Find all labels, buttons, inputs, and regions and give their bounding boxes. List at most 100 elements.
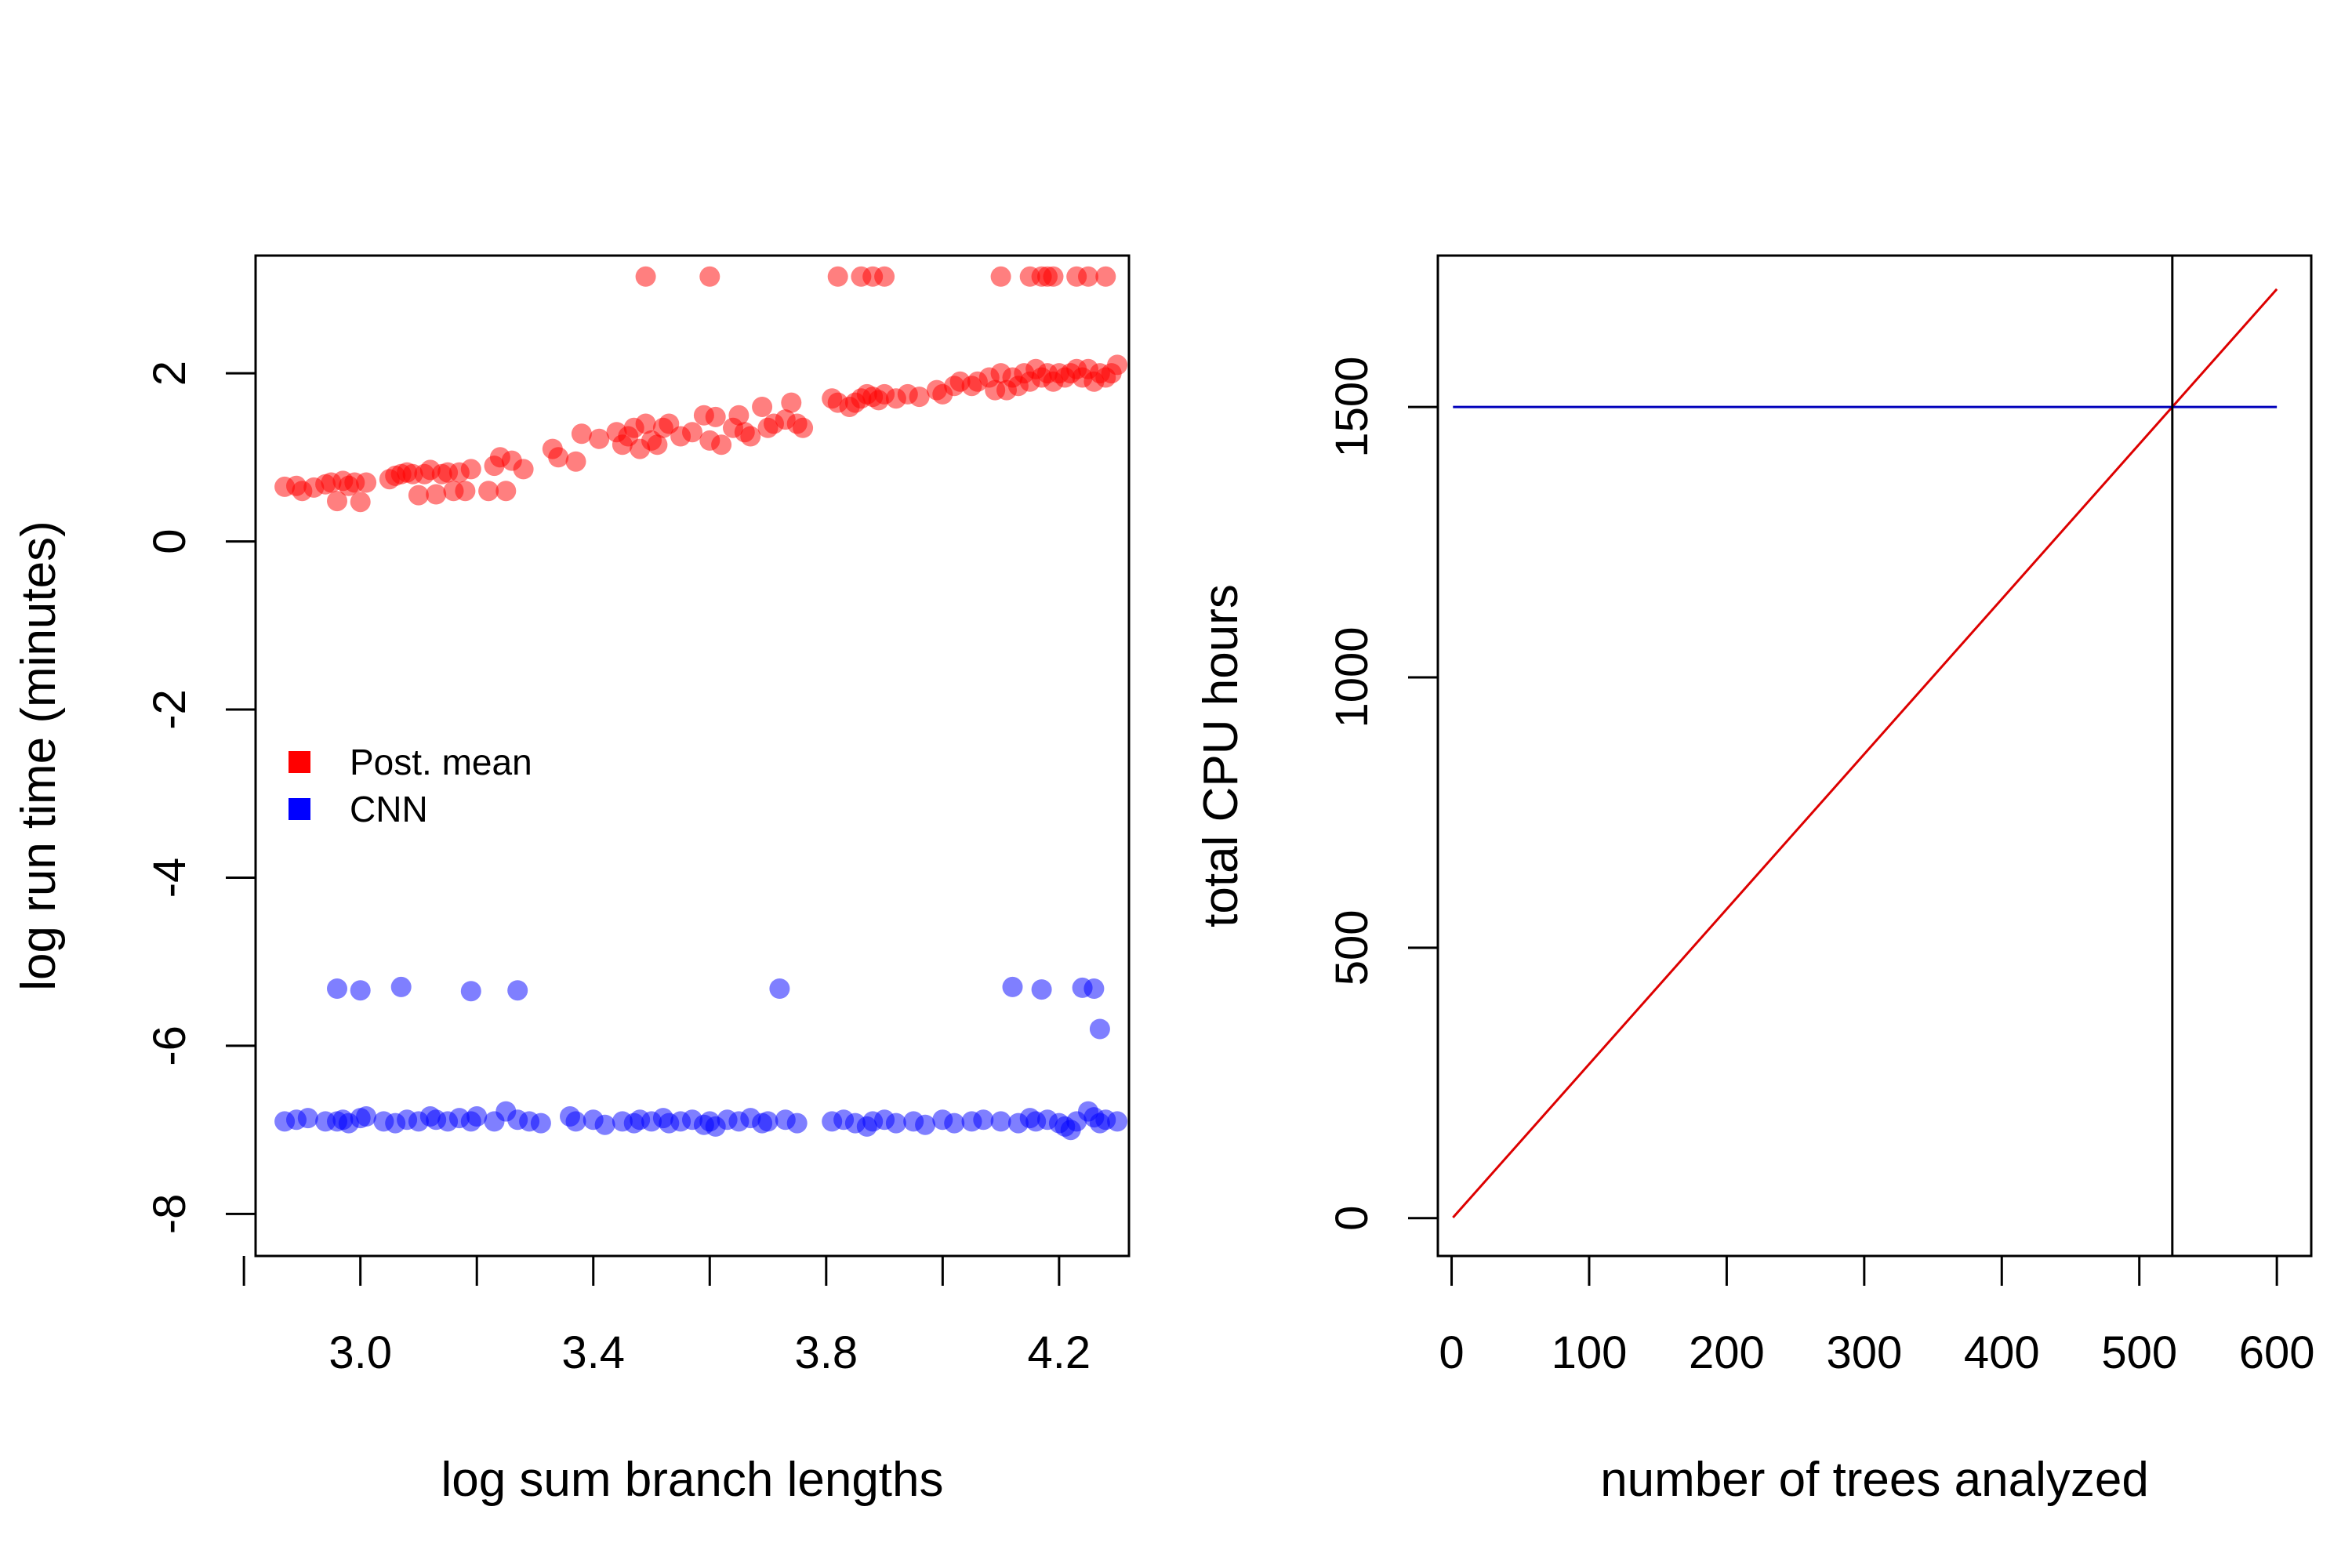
post-mean-point [705, 406, 726, 427]
post-mean-point [699, 266, 720, 287]
post-mean-point [565, 451, 586, 472]
post-mean-point [548, 447, 569, 468]
legend-label-cnn: CNN [350, 789, 428, 829]
left-y-axis-title: log run time (minutes) [12, 521, 66, 991]
left-y-tick-label: -8 [144, 1194, 195, 1235]
right-line-layer [1452, 256, 2278, 1256]
right-y-tick-label: 1500 [1327, 357, 1377, 458]
right-x-tick-label: 500 [2101, 1327, 2177, 1378]
post-mean-point [781, 392, 802, 413]
left-y-tick-label: -6 [144, 1025, 195, 1066]
post-mean-point [571, 423, 592, 445]
cnn-point [507, 980, 528, 1001]
plot-frame-right [1436, 254, 2313, 1258]
cnn-point [1083, 978, 1105, 999]
post-mean-point [874, 266, 895, 287]
legend-label-post-mean: Post. mean [350, 742, 532, 782]
post-mean-point [356, 472, 377, 493]
plot-frame-left [254, 254, 1131, 1258]
right-y-tick-label: 1000 [1327, 626, 1377, 728]
post-mean-point [740, 426, 761, 447]
post-mean-point [827, 266, 848, 287]
post-mean-point [1078, 266, 1098, 287]
cnn-point [565, 1111, 586, 1132]
right-x-tick-label: 100 [1552, 1327, 1628, 1378]
left-x-axis-title: log sum branch lengths [441, 1453, 943, 1507]
post-mean-point [327, 491, 347, 512]
post-mean-point [426, 484, 447, 505]
cnn-point [915, 1114, 936, 1135]
post-mean-point [589, 428, 610, 449]
post-mean-point [460, 459, 481, 480]
post-mean-point [728, 405, 750, 426]
post-mean-point [513, 459, 534, 480]
right-x-axis: 0 100 200 300 400 500 600 [1439, 1256, 2315, 1378]
left-x-tick-label: 3.8 [794, 1327, 858, 1378]
post-mean-point [455, 481, 476, 502]
cnn-point [1107, 1111, 1128, 1132]
cnn-point [594, 1114, 615, 1135]
left-y-axis: -8 -6 -4 -2 0 2 [144, 361, 256, 1234]
post-mean-point [495, 481, 517, 502]
cnn-point [885, 1112, 906, 1134]
post-mean-point [635, 266, 656, 287]
cnn-point [1002, 976, 1023, 997]
post-mean-point [1043, 266, 1064, 287]
cnn-point [460, 981, 481, 1002]
cnn-point [973, 1109, 994, 1131]
right-x-tick-label: 0 [1439, 1327, 1464, 1378]
right-x-tick-label: 400 [1964, 1327, 2040, 1378]
right-x-axis-title: number of trees analyzed [1600, 1453, 2149, 1507]
cnn-point [1031, 979, 1052, 1000]
panel-run-time: 3.0 3.4 3.8 4.2 -8 -6 -4 -2 0 2 log sum branch l… [12, 254, 1131, 1507]
post-mean-point [647, 434, 668, 456]
post-mean-point [1095, 266, 1116, 287]
left-y-tick-label: -2 [144, 689, 195, 730]
legend-swatch-cnn [289, 798, 310, 820]
legend-swatch-post-mean [289, 751, 310, 773]
right-y-axis-title: total CPU hours [1194, 584, 1248, 927]
cnn-point [530, 1112, 551, 1134]
post-mean-point [682, 422, 702, 443]
left-x-tick-label: 3.4 [561, 1327, 625, 1378]
cnn-point [990, 1111, 1011, 1132]
post-mean-point [408, 485, 429, 506]
cnn-point [356, 1106, 377, 1127]
panel-cpu-hours: 0 100 200 300 400 500 600 0 500 1000 1500 number … [1194, 254, 2315, 1507]
post-mean-point [990, 266, 1011, 287]
cnn-point [769, 978, 790, 999]
right-y-tick-label: 500 [1327, 910, 1377, 986]
cnn-point [944, 1112, 965, 1134]
post-mean-point [793, 417, 814, 438]
post-mean-point [350, 492, 371, 513]
cnn-point [786, 1112, 808, 1134]
left-x-axis: 3.0 3.4 3.8 4.2 [242, 1256, 1091, 1378]
post-mean-point [711, 434, 732, 456]
post-mean-point [635, 413, 656, 434]
cnn-point [757, 1111, 779, 1132]
cnn-point [297, 1108, 318, 1129]
right-x-tick-label: 300 [1826, 1327, 1902, 1378]
right-y-axis: 0 500 1000 1500 [1327, 357, 1438, 1231]
post-mean-point [752, 397, 773, 417]
post-mean-point [478, 481, 499, 502]
left-y-tick-label: 2 [144, 361, 195, 386]
right-x-tick-label: 600 [2239, 1327, 2315, 1378]
left-point-layer [274, 266, 1128, 1141]
left-x-tick-label: 4.2 [1028, 1327, 1091, 1378]
left-x-tick-label: 3.0 [328, 1327, 392, 1378]
right-y-tick-label: 0 [1327, 1206, 1377, 1231]
cnn-point [327, 978, 347, 999]
left-y-tick-label: -4 [144, 858, 195, 898]
post-mean-point [909, 387, 930, 408]
right-x-tick-label: 200 [1689, 1327, 1765, 1378]
cnn-point [1089, 1018, 1110, 1040]
cnn-point [350, 980, 371, 1001]
cumulative-cpu-line [1452, 288, 2278, 1219]
cnn-point [466, 1106, 488, 1127]
legend: Post. mean CNN [289, 742, 532, 829]
left-y-tick-label: 0 [144, 528, 195, 554]
post-mean-point [1107, 354, 1128, 376]
cnn-point [390, 976, 412, 997]
